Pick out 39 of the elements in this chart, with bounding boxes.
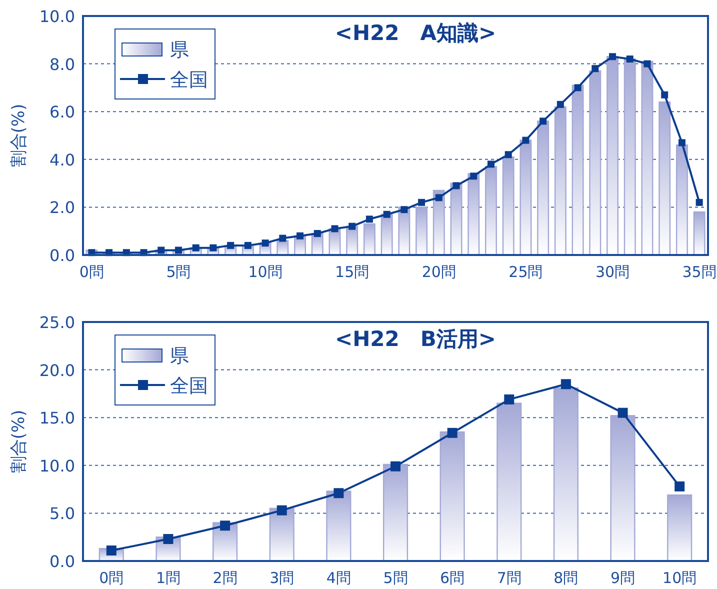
x-tick-label: 10問 bbox=[662, 569, 697, 587]
y-tick-label: 6.0 bbox=[50, 102, 75, 122]
chart-title: <H22 B活用> bbox=[335, 327, 496, 351]
y-tick-label: 15.0 bbox=[39, 408, 75, 428]
x-tick-label: 0問 bbox=[99, 569, 124, 587]
y-axis-title: 割合(%) bbox=[9, 104, 29, 168]
x-tick-label: 2問 bbox=[212, 569, 238, 587]
x-tick-label: 6問 bbox=[440, 569, 465, 587]
x-tick-label: 15問 bbox=[335, 263, 370, 281]
x-tick-label: 0問 bbox=[79, 263, 104, 281]
x-tick-label: 5問 bbox=[383, 569, 408, 587]
chart-title: <H22 A知識> bbox=[334, 21, 496, 45]
x-tick-label: 9問 bbox=[610, 569, 636, 587]
y-axis-title: 割合(%) bbox=[9, 410, 29, 474]
y-tick-label: 0.0 bbox=[50, 246, 75, 265]
y-tick-label: 8.0 bbox=[50, 54, 75, 74]
x-tick-label: 7問 bbox=[496, 569, 522, 587]
y-tick-label: 0.0 bbox=[50, 552, 75, 571]
x-tick-label: 3問 bbox=[270, 569, 294, 587]
x-tick-label: 4問 bbox=[326, 569, 351, 587]
x-tick-label: 20問 bbox=[422, 263, 456, 281]
x-tick-label: 8問 bbox=[554, 569, 578, 587]
y-tick-label: 10.0 bbox=[39, 456, 75, 476]
legend-label: 全国 bbox=[170, 375, 208, 397]
y-tick-label: 25.0 bbox=[39, 313, 75, 332]
y-tick-label: 4.0 bbox=[50, 150, 75, 170]
y-tick-label: 2.0 bbox=[50, 198, 75, 218]
x-tick-label: 30問 bbox=[595, 263, 630, 281]
y-tick-label: 20.0 bbox=[39, 360, 75, 380]
legend-label: 全国 bbox=[170, 69, 208, 91]
x-tick-label: 1問 bbox=[156, 569, 180, 587]
x-tick-label: 25問 bbox=[508, 263, 543, 281]
x-tick-label: 5問 bbox=[166, 263, 191, 281]
legend-label: 県 bbox=[170, 345, 189, 367]
y-tick-label: 5.0 bbox=[50, 504, 75, 524]
legend-label: 県 bbox=[170, 39, 189, 61]
y-tick-label: 10.0 bbox=[39, 7, 75, 26]
x-tick-label: 10問 bbox=[248, 263, 282, 281]
x-tick-label: 35問 bbox=[682, 263, 716, 281]
